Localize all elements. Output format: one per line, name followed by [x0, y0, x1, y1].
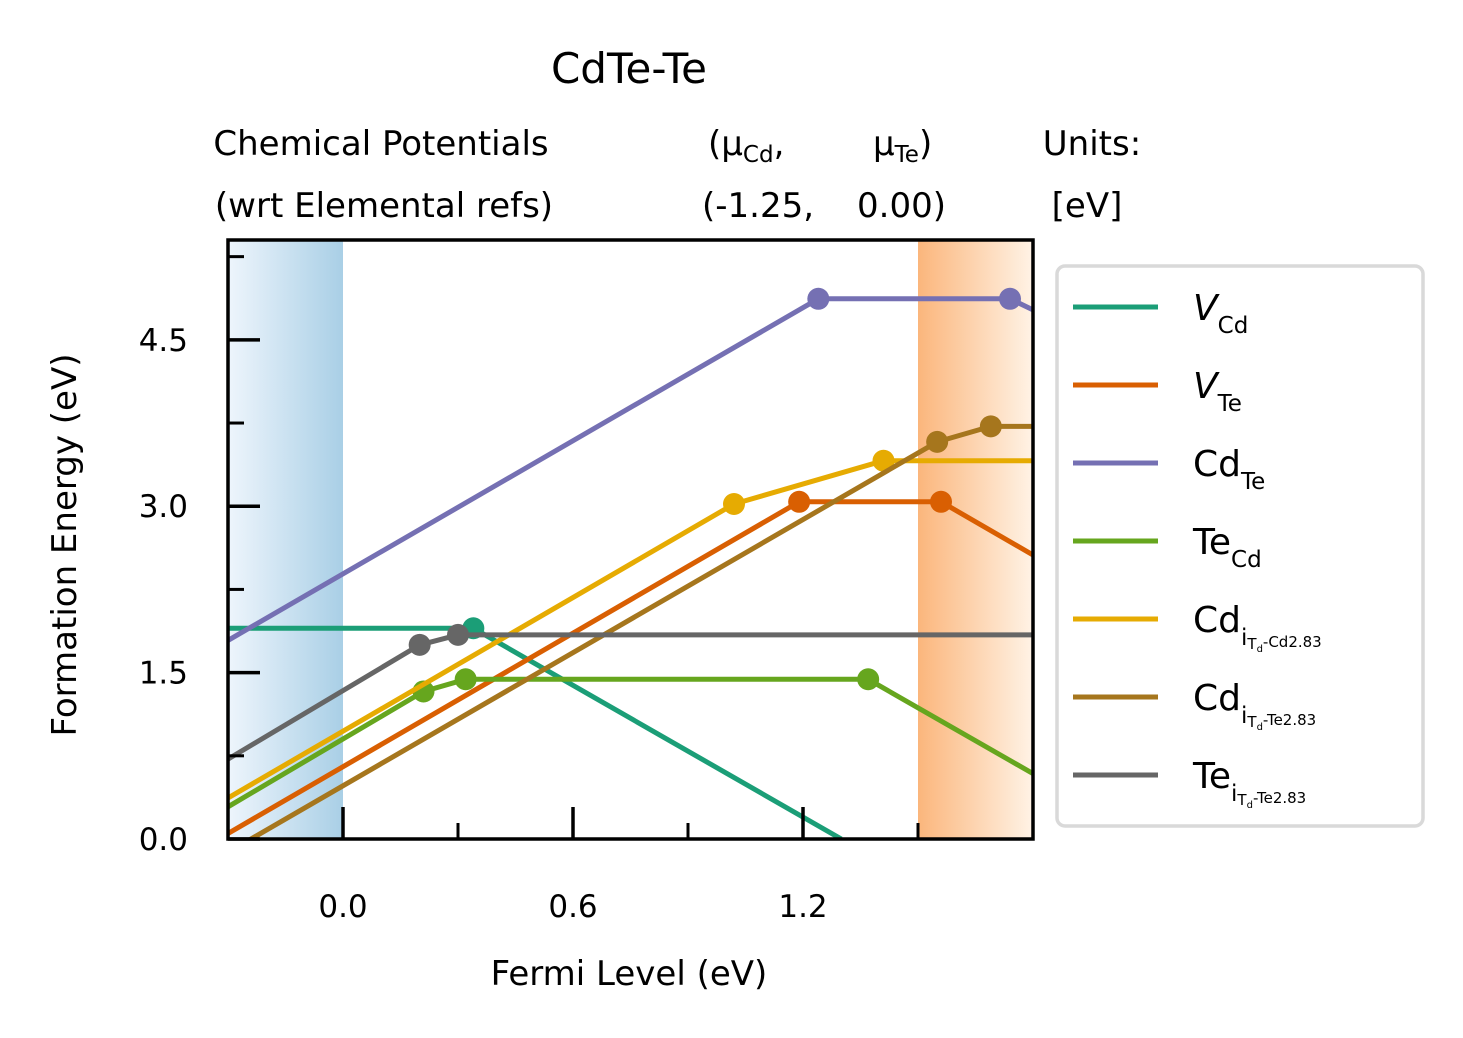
- legend-item-2: CdTe: [1073, 444, 1265, 495]
- series-6: [228, 623, 1033, 762]
- series-1-marker-1: [930, 490, 952, 513]
- header-chemical-potentials: Chemical Potentials: [213, 124, 548, 164]
- legend: VCd VTe CdTe TeCd CdiTd-Cd2.83 CdiTd-Te2.83 Te…: [1055, 264, 1425, 828]
- legend-box: [1055, 264, 1425, 828]
- series-2: [228, 287, 1033, 643]
- header-mu-cd-value: (-1.25,: [702, 186, 814, 226]
- legend-item-5: CdiTd-Te2.83: [1073, 678, 1316, 733]
- y-tick-label: 0.0: [139, 822, 188, 858]
- series-line-5: [245, 423, 1033, 839]
- header-units-label: Units:: [1043, 124, 1141, 164]
- y-tick-label: 4.5: [139, 323, 188, 359]
- legend-item-6: TeiTd-Te2.83: [1073, 756, 1306, 811]
- series-line-1: [228, 499, 1033, 836]
- x-tick-label: 1.2: [778, 889, 827, 925]
- legend-label: CdiTd-Cd2.83: [1193, 600, 1322, 655]
- legend-item-0: VCd: [1073, 288, 1248, 339]
- legend-item-4: CdiTd-Cd2.83: [1073, 600, 1322, 655]
- legend-label: VTe: [1193, 366, 1242, 417]
- header-mu-te-value: 0.00): [857, 186, 946, 226]
- legend-label: CdiTd-Te2.83: [1193, 678, 1316, 733]
- legend-item-3: TeCd: [1073, 522, 1262, 573]
- series-6-marker-1: [447, 623, 469, 646]
- plot-area: [226, 238, 1035, 841]
- series-5: [245, 415, 1033, 839]
- x-tick-label: 0.6: [548, 889, 597, 925]
- y-axis-label: Formation Energy (eV): [45, 354, 85, 737]
- series-3: [228, 668, 1033, 809]
- x-tick-label: 0.0: [318, 889, 367, 925]
- chart-title: CdTe-Te: [551, 44, 707, 93]
- series-line-3: [228, 676, 1033, 809]
- y-tick-label: 3.0: [139, 489, 188, 525]
- legend-label: TeCd: [1192, 522, 1262, 573]
- legend-label: VCd: [1193, 288, 1248, 339]
- series-1: [228, 490, 1033, 836]
- conduction-band-region: [918, 240, 1033, 839]
- x-axis-label: Fermi Level (eV): [491, 954, 768, 994]
- header-units-value: [eV]: [1052, 186, 1123, 226]
- series-line-6: [228, 632, 1033, 762]
- header-mu-te-label: μTe): [873, 124, 932, 168]
- legend-label: CdTe: [1193, 444, 1265, 495]
- legend-item-1: VTe: [1073, 366, 1242, 417]
- series-4: [228, 449, 1033, 801]
- series-4-marker-1: [872, 449, 895, 472]
- series-3-marker-2: [857, 668, 880, 691]
- series-5-marker-1: [979, 415, 1002, 438]
- y-tick-label: 1.5: [139, 656, 188, 692]
- plot-frame: [226, 238, 1035, 841]
- series-2-marker-0: [807, 287, 830, 310]
- series-1-marker-0: [788, 490, 811, 513]
- series-line-4: [228, 458, 1033, 801]
- series-line-2: [228, 296, 1033, 643]
- series-6-marker-0: [408, 633, 431, 656]
- series-5-marker-0: [926, 430, 949, 453]
- header-mu-cd-label: (μCd,: [708, 124, 784, 168]
- legend-label: TeiTd-Te2.83: [1192, 756, 1306, 811]
- series-2-marker-1: [999, 287, 1021, 310]
- header-wrt-elemental-refs: (wrt Elemental refs): [215, 186, 553, 226]
- series-3-marker-1: [454, 668, 477, 691]
- series-4-marker-0: [723, 493, 745, 516]
